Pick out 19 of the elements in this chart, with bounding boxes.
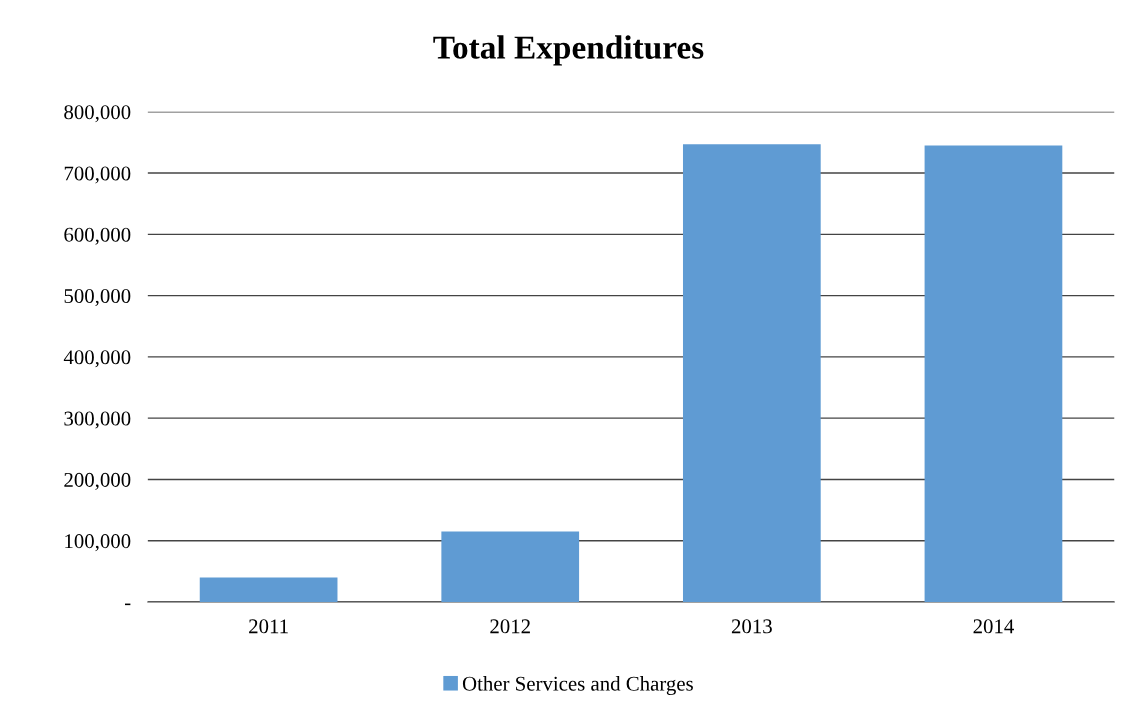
bar — [441, 531, 580, 603]
x-tick-label: 2014 — [973, 619, 1014, 634]
y-tick-label: 500,000 — [64, 288, 131, 307]
y-tick-label: - — [124, 603, 131, 606]
y-tick-label: 400,000 — [63, 350, 131, 368]
y-tick-label: 200,000 — [64, 472, 131, 490]
x-tick-label: 2011 — [249, 619, 288, 634]
bar — [199, 577, 338, 603]
chart-title: Total Expenditures — [433, 35, 704, 66]
y-tick-label: 700,000 — [64, 166, 131, 184]
x-tick-label: 2013 — [731, 619, 772, 634]
y-tick-label: 100,000 — [65, 534, 131, 552]
y-tick-label: 300,000 — [64, 411, 131, 429]
bar — [924, 145, 1063, 603]
y-tick-label: 800,000 — [64, 105, 131, 123]
y-tick-label: 600,000 — [64, 227, 131, 245]
bar — [682, 144, 821, 603]
legend-label: Other Services and Charges — [462, 676, 693, 696]
x-tick-label: 2012 — [490, 619, 530, 634]
